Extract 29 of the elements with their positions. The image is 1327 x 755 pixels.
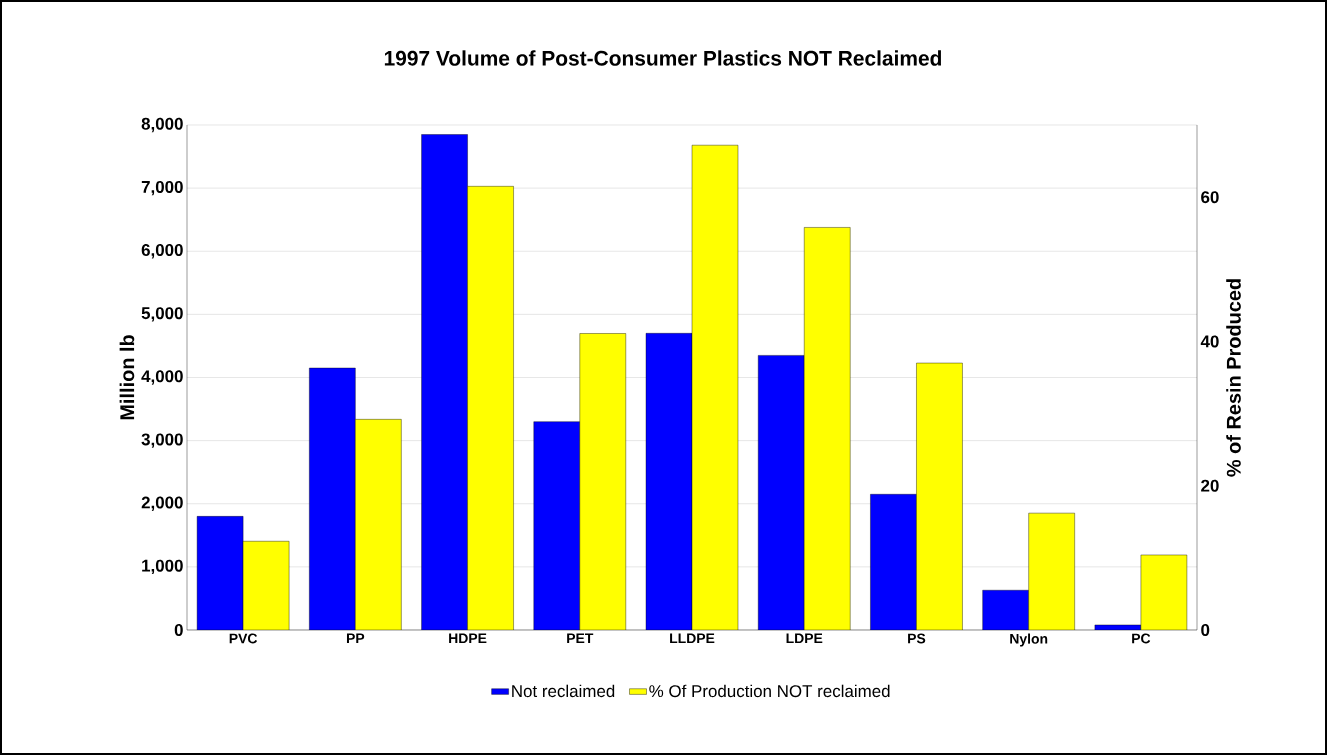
x-tick-label: LLDPE (670, 633, 715, 644)
x-tick-label: PET (567, 633, 594, 644)
y2-tick-label: 60 (1201, 191, 1219, 204)
y-axis-title: Million lb (119, 335, 135, 420)
x-tick-label: PVC (229, 633, 258, 644)
x-tick-label: PP (346, 633, 365, 644)
y2-tick-label: 20 (1201, 479, 1219, 492)
y-tick-label: 6,000 (141, 244, 183, 259)
legend-label: % Of Production NOT reclaimed (649, 684, 890, 698)
x-tick-label: Nylon (1010, 633, 1048, 647)
y-tick-label: 7,000 (141, 180, 183, 196)
y2-axis-title: % of Resin Produced (1226, 279, 1241, 477)
legend-label: Not reclaimed (512, 684, 615, 698)
x-tick-label: PS (908, 633, 926, 644)
y-tick-label: 3,000 (141, 433, 183, 448)
y2-tick-label: 40 (1200, 335, 1219, 348)
bar (1028, 513, 1075, 630)
chart-title: 1997 Volume of Post-Consumer Plastics NOT Reclaimed (384, 50, 942, 66)
x-tick-label: LDPE (786, 633, 823, 644)
y2-tick-label: 0 (1201, 624, 1210, 636)
x-tick-label: HDPE (449, 633, 487, 644)
x-tick-label: PC (1132, 633, 1151, 644)
y-tick-label: 4,000 (141, 370, 183, 385)
bar (1140, 554, 1188, 630)
y-tick-label: 0 (174, 624, 183, 636)
y-tick-label: 5,000 (141, 307, 183, 322)
y-tick-label: 8,000 (141, 117, 183, 133)
y-tick-label: 1,000 (142, 559, 183, 575)
y-tick-label: 2,000 (141, 496, 183, 511)
